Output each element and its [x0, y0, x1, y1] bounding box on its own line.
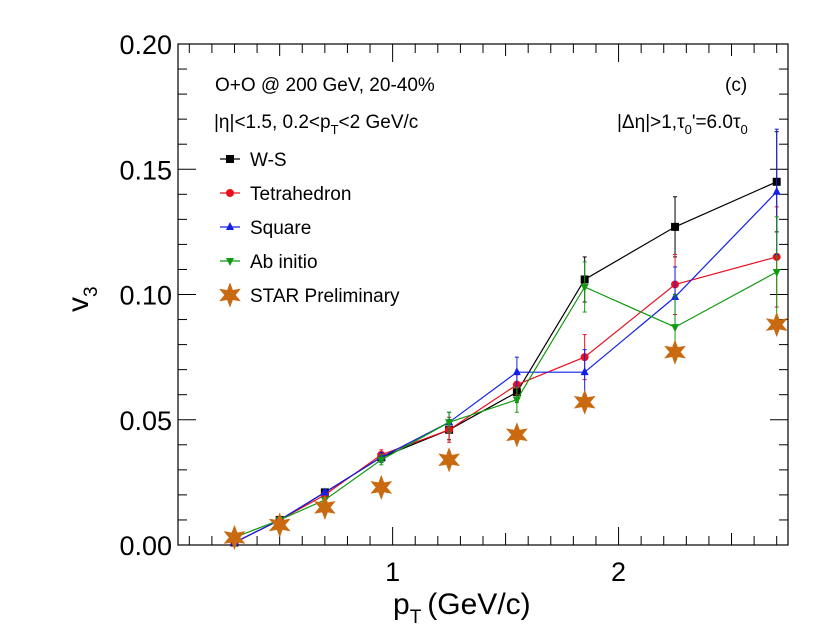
legend-marker	[226, 258, 234, 266]
legend-entry: STAR Preliminary	[218, 282, 400, 308]
panel-label: (c)	[725, 75, 747, 96]
data-point	[320, 487, 329, 496]
legend-entry: W-S	[220, 150, 287, 171]
legend-marker	[218, 282, 242, 308]
legend-marker	[226, 222, 234, 230]
series-star-preliminary	[223, 311, 788, 551]
cuts-annotation: |η|<1.5, 0.2<pT<2 GeV/c	[214, 112, 418, 137]
data-point	[772, 186, 781, 195]
legend-label: Square	[250, 218, 311, 239]
x-tick-label: 1	[385, 557, 400, 587]
series-line	[234, 191, 778, 544]
deta-sub1: 0	[685, 122, 692, 137]
data-point	[765, 311, 788, 338]
y-axis-subscript: 3	[81, 286, 102, 297]
data-point	[663, 339, 687, 365]
series-layer	[223, 128, 788, 551]
legend-marker	[226, 189, 234, 197]
y-tick-label: 0.10	[119, 281, 172, 311]
legend-entry: Tetrahedron	[220, 184, 351, 205]
y-tick-label: 0.05	[119, 406, 172, 436]
data-point	[377, 456, 386, 465]
y-tick-label: 0.00	[119, 531, 172, 561]
y-axis-title: v3	[62, 286, 102, 312]
data-point	[313, 494, 336, 521]
axes: 0.00 0.05 0.10 0.15 0.20 1 2	[119, 30, 788, 587]
legend-entry: Ab initio	[220, 252, 318, 273]
data-point	[671, 222, 680, 231]
legend-label: Ab initio	[250, 252, 318, 273]
deta-part2: '=6.0τ	[692, 112, 741, 133]
data-point	[512, 396, 521, 405]
data-point	[370, 474, 393, 501]
series-line	[234, 181, 777, 544]
x-axis-subscript: T	[410, 607, 422, 628]
y-tick-label: 0.20	[119, 30, 172, 60]
data-point	[580, 283, 589, 292]
deta-annotation: |Δη|>1,τ0'=6.0τ0	[617, 112, 748, 137]
legend-label: STAR Preliminary	[250, 286, 400, 307]
data-point	[573, 389, 596, 415]
data-point	[772, 268, 781, 277]
cuts-pt-rest: <2 GeV/c	[339, 112, 419, 133]
deta-part1: |Δη|>1,τ	[617, 112, 685, 133]
cuts-eta-text: |η|<1.5, 0.2<p	[214, 112, 331, 133]
y-axis-symbol: v	[62, 297, 95, 312]
data-point	[580, 367, 589, 376]
data-point	[671, 324, 680, 333]
data-point	[268, 512, 291, 538]
legend: W-S Tetrahedron Square Ab initio STAR Prelim…	[218, 150, 400, 308]
deta-sub2: 0	[740, 122, 747, 137]
data-point	[512, 367, 521, 376]
data-point	[445, 419, 454, 428]
legend-label: Tetrahedron	[250, 184, 351, 205]
x-tick-label: 2	[611, 557, 626, 587]
data-point	[505, 422, 528, 448]
legend-label: W-S	[250, 150, 287, 171]
cuts-pt-subscript: T	[331, 122, 339, 137]
x-axis-units: (GeV/c)	[427, 588, 530, 621]
x-axis-title: pT (GeV/c)	[393, 588, 531, 628]
system-annotation: O+O @ 200 GeV, 20-40%	[215, 75, 435, 96]
legend-entry: Square	[220, 218, 311, 239]
legend-marker	[226, 155, 234, 163]
y-tick-label: 0.15	[119, 155, 172, 185]
data-point	[438, 447, 461, 473]
data-point	[223, 524, 246, 551]
x-axis-symbol: p	[393, 588, 410, 621]
